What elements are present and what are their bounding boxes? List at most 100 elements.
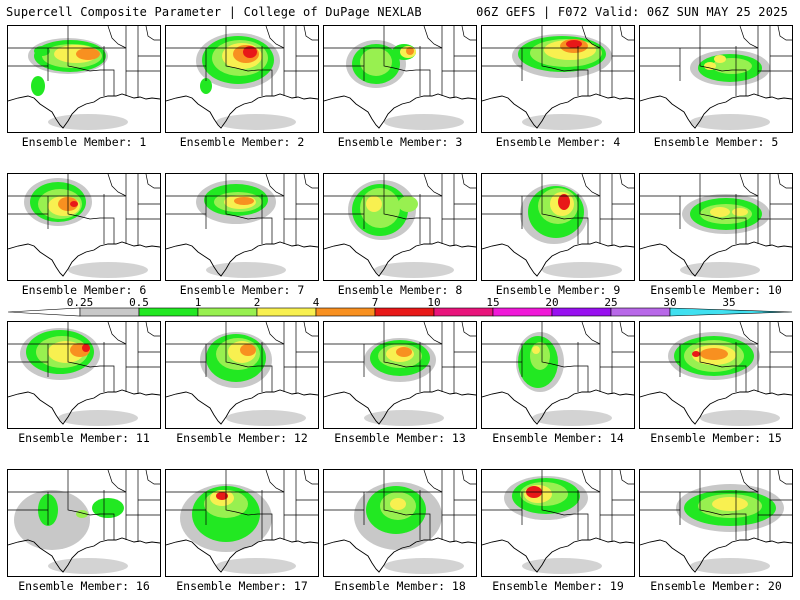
colorbar-tick-label: 7 (372, 296, 379, 309)
low-scp-area (522, 114, 602, 130)
coastline (166, 241, 318, 277)
member-caption: Ensemble Member: 3 (337, 135, 463, 149)
ensemble-map-18 (323, 469, 477, 577)
coastline (8, 389, 160, 425)
low-scp-area (700, 410, 780, 426)
colorbar-max-arrow (669, 307, 792, 317)
low-scp-area (226, 410, 306, 426)
ensemble-map-1 (7, 25, 161, 133)
state-boundary (423, 26, 443, 49)
member-caption: Ensemble Member: 4 (495, 135, 621, 149)
ensemble-map-14 (481, 321, 635, 429)
scp-contour (530, 342, 550, 370)
scp-contour (566, 40, 582, 48)
state-boundary (262, 217, 273, 244)
colorbar-tick-label: 1 (195, 296, 202, 309)
state-boundary (265, 470, 285, 493)
coastline (8, 537, 160, 573)
ensemble-map-13 (323, 321, 477, 429)
state-boundary (581, 174, 601, 197)
coastline (324, 389, 476, 425)
state-boundary (107, 174, 127, 197)
colorbar-min-arrow (8, 307, 81, 317)
state-boundary (420, 69, 431, 96)
scp-contour (390, 498, 406, 510)
coastline (324, 241, 476, 277)
ensemble-map-9 (481, 173, 635, 281)
state-boundary (578, 513, 589, 540)
ensemble-map-10 (639, 173, 793, 281)
state-boundary (145, 470, 160, 485)
scp-contour (70, 201, 78, 207)
state-boundary (736, 69, 747, 96)
state-boundary (107, 322, 127, 345)
scp-contour (732, 208, 748, 216)
member-caption: Ensemble Member: 1 (21, 135, 147, 149)
model-run-info: 06Z GEFS | F072 Valid: 06Z SUN MAY 25 20… (476, 5, 788, 19)
low-scp-area (68, 262, 148, 278)
colorbar-segment (79, 307, 140, 317)
coastline (166, 537, 318, 573)
scp-contour (243, 46, 257, 58)
colorbar-segment (138, 307, 199, 317)
scp-contour (692, 351, 700, 357)
coastline (482, 537, 634, 573)
coastline (482, 93, 634, 129)
member-caption: Ensemble Member: 9 (495, 283, 621, 297)
scp-field-map (640, 26, 792, 130)
member-caption: Ensemble Member: 19 (492, 579, 624, 593)
state-boundary (739, 174, 759, 197)
state-boundary (777, 26, 792, 41)
scp-field-map (8, 26, 160, 130)
coastline (8, 241, 160, 277)
ensemble-map-11 (7, 321, 161, 429)
scp-field-map (482, 26, 634, 130)
scp-contour (234, 197, 254, 205)
coastline (166, 93, 318, 129)
ensemble-map-16 (7, 469, 161, 577)
colorbar-segment (551, 307, 612, 317)
coastline (640, 537, 792, 573)
coastline (166, 389, 318, 425)
state-boundary (736, 365, 747, 392)
state-boundary (423, 174, 443, 197)
state-boundary (265, 174, 285, 197)
coastline (640, 241, 792, 277)
member-caption: Ensemble Member: 11 (18, 431, 150, 445)
low-scp-area (374, 262, 454, 278)
scp-field-map (640, 470, 792, 574)
ensemble-map-7 (165, 173, 319, 281)
scp-contour (406, 47, 414, 55)
low-scp-area (216, 114, 296, 130)
member-caption: Ensemble Member: 14 (492, 431, 624, 445)
state-boundary (423, 470, 443, 493)
state-boundary (619, 470, 634, 485)
coastline (640, 93, 792, 129)
coastline (482, 241, 634, 277)
state-boundary (739, 322, 759, 345)
state-boundary (420, 513, 431, 540)
low-scp-area (216, 558, 296, 574)
colorbar-segment (492, 307, 553, 317)
low-scp-area (48, 114, 128, 130)
state-boundary (420, 217, 431, 244)
colorbar-tick-label: 30 (663, 296, 676, 309)
scp-field-map (482, 322, 634, 426)
colorbar-tick-label: 10 (427, 296, 440, 309)
state-boundary (581, 470, 601, 493)
state-boundary (265, 322, 285, 345)
scp-field-map (8, 470, 160, 574)
state-boundary (262, 365, 273, 392)
low-scp-area (58, 410, 138, 426)
state-boundary (461, 174, 476, 189)
state-boundary (104, 217, 115, 244)
low-scp-area (384, 114, 464, 130)
member-caption: Ensemble Member: 16 (18, 579, 150, 593)
state-boundary (461, 322, 476, 337)
colorbar-segment (256, 307, 317, 317)
state-boundary (104, 69, 115, 96)
state-boundary (578, 365, 589, 392)
state-boundary (107, 26, 127, 49)
scp-contour (360, 48, 392, 76)
coastline (482, 389, 634, 425)
